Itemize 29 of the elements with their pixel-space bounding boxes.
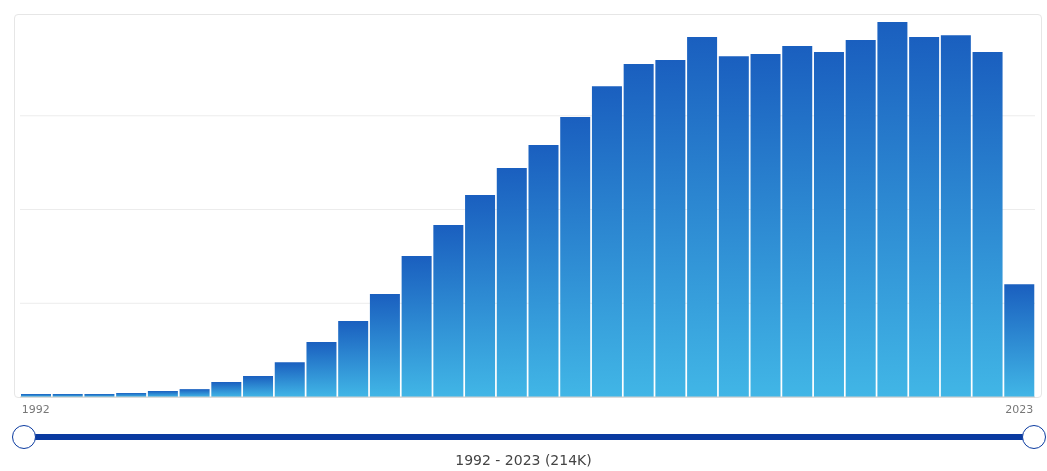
bar — [1004, 284, 1035, 397]
bar — [687, 37, 718, 397]
bar — [623, 64, 654, 397]
bar — [909, 37, 940, 397]
bar — [655, 59, 686, 397]
bar — [369, 293, 400, 397]
bar — [782, 46, 813, 397]
bar — [496, 167, 527, 397]
bar — [750, 53, 781, 397]
x-tick-label: 2023 — [1005, 402, 1034, 416]
bar — [401, 256, 432, 397]
bar — [274, 362, 305, 397]
bar — [560, 116, 591, 397]
bar — [591, 86, 622, 397]
x-tick-label: 1992 — [21, 402, 50, 416]
bar — [338, 320, 369, 397]
bar — [940, 35, 971, 397]
bar — [813, 52, 844, 397]
bar — [845, 40, 876, 397]
bar — [211, 382, 242, 397]
bar — [718, 56, 749, 397]
bar — [528, 145, 559, 397]
text: 1992 - 2023 (214K) — [454, 452, 593, 468]
bar — [243, 376, 274, 397]
bar — [433, 224, 464, 397]
bar — [877, 22, 908, 397]
bar — [465, 194, 496, 397]
bar — [306, 341, 337, 397]
bar — [972, 52, 1003, 397]
